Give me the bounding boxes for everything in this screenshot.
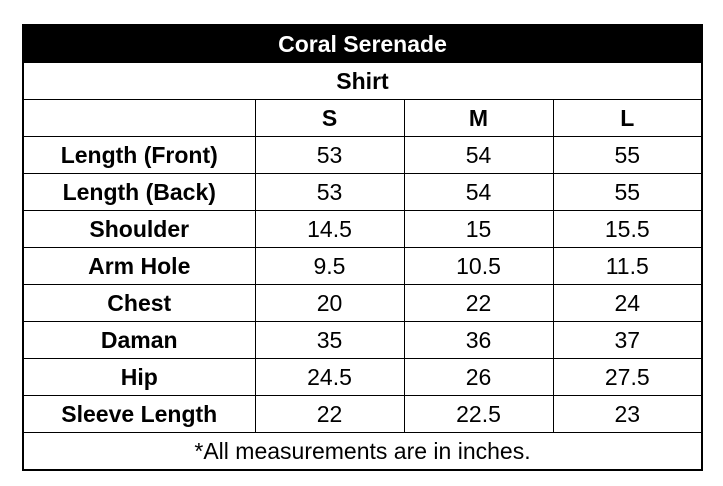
cell-value: 22 xyxy=(254,395,405,433)
cell-value: 15.5 xyxy=(552,210,703,248)
data-row: Daman 35 36 37 xyxy=(22,321,703,359)
cell-value: 20 xyxy=(254,284,405,322)
row-label: Length (Front) xyxy=(22,136,256,174)
cell-value: 37 xyxy=(552,321,703,359)
cell-value: 22 xyxy=(403,284,554,322)
row-label: Shoulder xyxy=(22,210,256,248)
cell-value: 53 xyxy=(254,173,405,211)
cell-value: 10.5 xyxy=(403,247,554,285)
cell-value: 24 xyxy=(552,284,703,322)
row-label: Daman xyxy=(22,321,256,359)
cell-value: 55 xyxy=(552,173,703,211)
data-row: Hip 24.5 26 27.5 xyxy=(22,358,703,396)
cell-value: 54 xyxy=(403,136,554,174)
subtitle-row: Shirt xyxy=(22,62,703,100)
cell-value: 11.5 xyxy=(552,247,703,285)
cell-value: 22.5 xyxy=(403,395,554,433)
cell-value: 55 xyxy=(552,136,703,174)
footnote: *All measurements are in inches. xyxy=(22,432,703,471)
row-label: Arm Hole xyxy=(22,247,256,285)
data-row: Length (Front) 53 54 55 xyxy=(22,136,703,174)
row-label: Length (Back) xyxy=(22,173,256,211)
data-row: Arm Hole 9.5 10.5 11.5 xyxy=(22,247,703,285)
row-label: Hip xyxy=(22,358,256,396)
cell-value: 24.5 xyxy=(254,358,405,396)
title-row: Coral Serenade xyxy=(22,24,703,63)
cell-value: 14.5 xyxy=(254,210,405,248)
row-label: Sleeve Length xyxy=(22,395,256,433)
cell-value: 23 xyxy=(552,395,703,433)
cell-value: 26 xyxy=(403,358,554,396)
cell-value: 54 xyxy=(403,173,554,211)
cell-value: 9.5 xyxy=(254,247,405,285)
data-row: Chest 20 22 24 xyxy=(22,284,703,322)
cell-value: 27.5 xyxy=(552,358,703,396)
row-label: Chest xyxy=(22,284,256,322)
cell-value: 15 xyxy=(403,210,554,248)
column-header: S xyxy=(254,99,405,137)
data-row: Shoulder 14.5 15 15.5 xyxy=(22,210,703,248)
corner-cell xyxy=(22,99,256,137)
table-title: Coral Serenade xyxy=(22,24,703,63)
data-row: Sleeve Length 22 22.5 23 xyxy=(22,395,703,433)
table-subtitle: Shirt xyxy=(22,62,703,100)
column-header: M xyxy=(403,99,554,137)
cell-value: 53 xyxy=(254,136,405,174)
cell-value: 35 xyxy=(254,321,405,359)
footnote-row: *All measurements are in inches. xyxy=(22,432,703,471)
data-row: Length (Back) 53 54 55 xyxy=(22,173,703,211)
column-header: L xyxy=(552,99,703,137)
cell-value: 36 xyxy=(403,321,554,359)
